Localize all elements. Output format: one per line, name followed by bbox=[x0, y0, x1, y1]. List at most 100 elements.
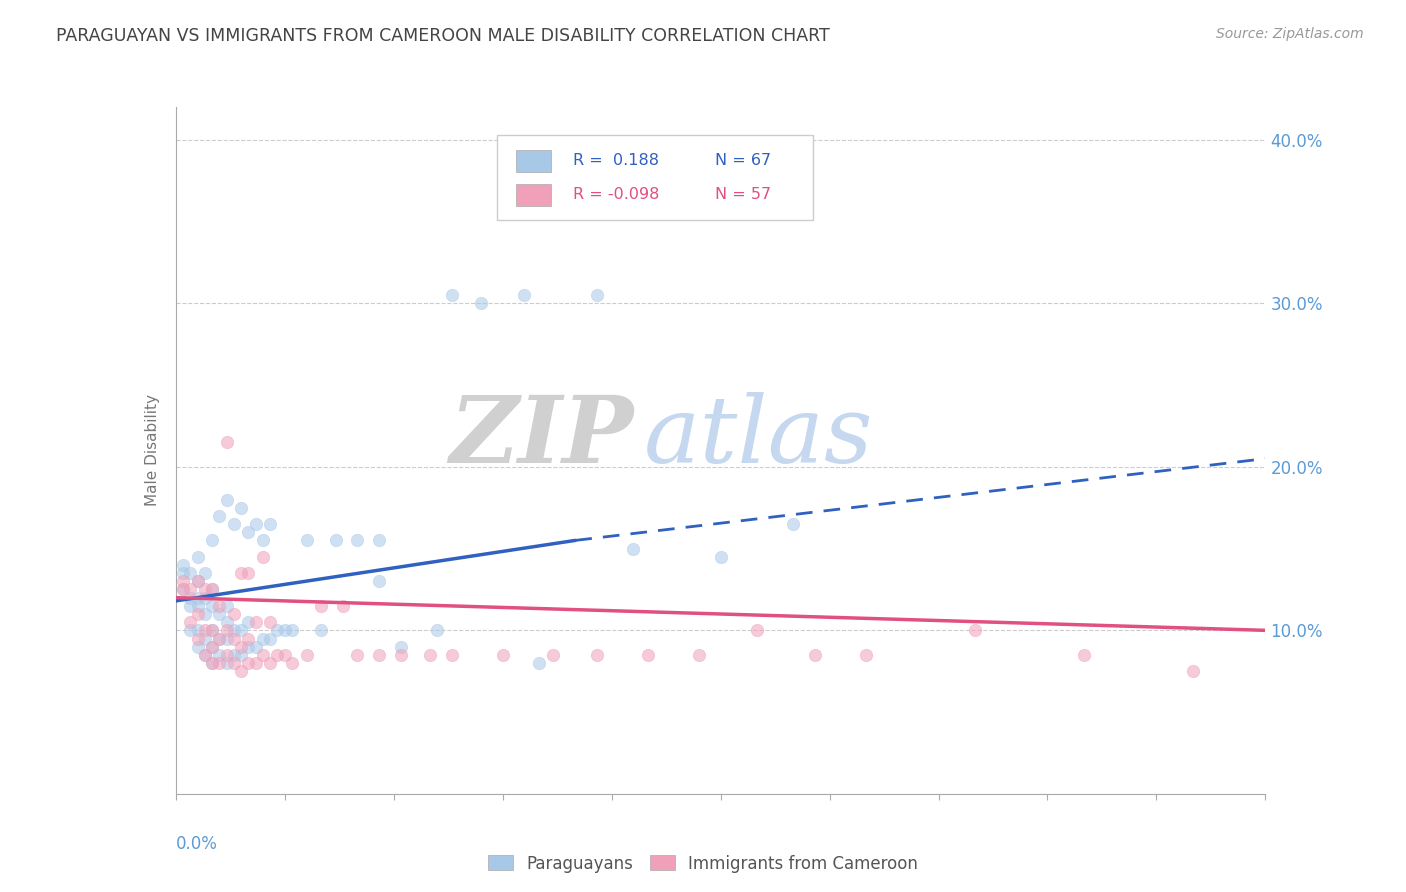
Point bbox=[222, 516, 245, 531]
Point bbox=[245, 615, 267, 630]
Point bbox=[222, 656, 245, 670]
Point bbox=[245, 640, 267, 654]
Point bbox=[186, 632, 209, 646]
Point bbox=[186, 574, 209, 589]
Point bbox=[1181, 664, 1204, 679]
Point bbox=[281, 624, 304, 638]
Point bbox=[440, 648, 463, 662]
Point bbox=[194, 648, 217, 662]
Point bbox=[172, 566, 194, 580]
Text: Source: ZipAtlas.com: Source: ZipAtlas.com bbox=[1216, 27, 1364, 41]
Point bbox=[963, 624, 986, 638]
Point bbox=[186, 640, 209, 654]
Point bbox=[194, 632, 217, 646]
Text: R = -0.098: R = -0.098 bbox=[574, 187, 659, 202]
Point bbox=[194, 607, 217, 621]
Point bbox=[201, 533, 224, 548]
Point bbox=[194, 648, 217, 662]
Point bbox=[215, 624, 238, 638]
Point bbox=[215, 656, 238, 670]
Point bbox=[621, 541, 644, 556]
Point bbox=[470, 296, 492, 310]
Point bbox=[172, 582, 194, 597]
Point bbox=[259, 615, 281, 630]
Bar bbox=[516, 150, 551, 171]
Point bbox=[586, 288, 609, 302]
Point bbox=[527, 656, 550, 670]
Text: N = 57: N = 57 bbox=[716, 187, 772, 202]
Text: N = 67: N = 67 bbox=[716, 153, 772, 168]
Point bbox=[325, 533, 347, 548]
Point bbox=[201, 624, 224, 638]
Point bbox=[208, 607, 231, 621]
Point bbox=[238, 525, 260, 540]
Point bbox=[194, 624, 217, 638]
Text: PARAGUAYAN VS IMMIGRANTS FROM CAMEROON MALE DISABILITY CORRELATION CHART: PARAGUAYAN VS IMMIGRANTS FROM CAMEROON M… bbox=[56, 27, 830, 45]
Point bbox=[186, 591, 209, 605]
Point bbox=[231, 664, 253, 679]
Point bbox=[266, 648, 288, 662]
Point bbox=[368, 574, 391, 589]
Point bbox=[215, 615, 238, 630]
Point bbox=[238, 615, 260, 630]
Point bbox=[201, 582, 224, 597]
Point bbox=[782, 516, 804, 531]
Point bbox=[172, 582, 194, 597]
Point bbox=[208, 632, 231, 646]
Point bbox=[215, 632, 238, 646]
Point bbox=[201, 624, 224, 638]
Y-axis label: Male Disability: Male Disability bbox=[145, 394, 160, 507]
Point bbox=[215, 648, 238, 662]
Point bbox=[208, 648, 231, 662]
Point bbox=[710, 549, 733, 564]
Point bbox=[419, 648, 441, 662]
Point bbox=[201, 640, 224, 654]
Point bbox=[208, 656, 231, 670]
Text: ZIP: ZIP bbox=[449, 392, 633, 482]
Point bbox=[201, 656, 224, 670]
Point bbox=[222, 648, 245, 662]
Point bbox=[179, 591, 201, 605]
Point bbox=[238, 566, 260, 580]
Point bbox=[194, 591, 217, 605]
Point bbox=[208, 599, 231, 613]
Point bbox=[513, 288, 536, 302]
Point bbox=[201, 640, 224, 654]
Point bbox=[231, 648, 253, 662]
Point bbox=[492, 648, 515, 662]
Point bbox=[194, 566, 217, 580]
Point bbox=[274, 624, 297, 638]
Point bbox=[309, 624, 332, 638]
Text: R =  0.188: R = 0.188 bbox=[574, 153, 659, 168]
Point bbox=[194, 582, 217, 597]
Bar bbox=[516, 184, 551, 206]
Text: atlas: atlas bbox=[644, 392, 873, 482]
FancyBboxPatch shape bbox=[498, 135, 813, 220]
Point bbox=[274, 648, 297, 662]
Point bbox=[186, 549, 209, 564]
Point bbox=[1073, 648, 1095, 662]
Point bbox=[252, 648, 274, 662]
Point bbox=[201, 582, 224, 597]
Point bbox=[186, 599, 209, 613]
Point bbox=[346, 533, 368, 548]
Point bbox=[231, 500, 253, 515]
Point bbox=[368, 533, 391, 548]
Point bbox=[745, 624, 768, 638]
Point bbox=[543, 648, 565, 662]
Point bbox=[252, 632, 274, 646]
Point bbox=[172, 574, 194, 589]
Point bbox=[231, 640, 253, 654]
Point bbox=[346, 648, 368, 662]
Point bbox=[179, 615, 201, 630]
Point bbox=[266, 624, 288, 638]
Point bbox=[309, 599, 332, 613]
Point bbox=[231, 566, 253, 580]
Point bbox=[586, 648, 609, 662]
Point bbox=[426, 624, 449, 638]
Point bbox=[186, 624, 209, 638]
Point bbox=[222, 632, 245, 646]
Point bbox=[222, 624, 245, 638]
Point bbox=[245, 656, 267, 670]
Point bbox=[281, 656, 304, 670]
